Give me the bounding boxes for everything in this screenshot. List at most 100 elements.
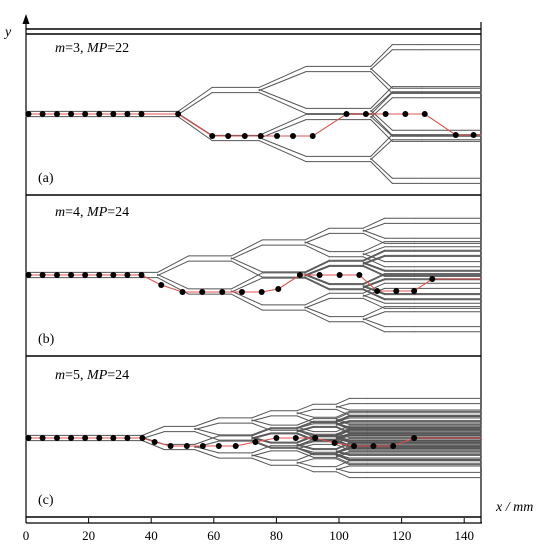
lattice-waveguide <box>335 414 350 422</box>
lattice-waveguide <box>335 447 350 455</box>
panel-a-params: m=3, MP=22 <box>55 41 129 56</box>
sample-point <box>241 133 248 139</box>
lattice-waveguide <box>258 92 307 115</box>
lattice-waveguide <box>335 468 350 473</box>
lattice-waveguide <box>296 447 315 453</box>
lattice-waveguide <box>362 249 386 261</box>
lattice-b <box>25 217 482 333</box>
lattice-waveguide <box>335 458 350 466</box>
lattice-waveguide <box>304 276 330 290</box>
lattice-waveguide <box>335 445 350 453</box>
sample-point <box>257 133 264 139</box>
x-tick-label: 80 <box>270 528 283 543</box>
lattice-waveguide <box>251 410 272 419</box>
sample-point <box>179 289 186 295</box>
lattice-waveguide <box>362 306 386 318</box>
sample-point <box>238 289 245 295</box>
lattice-waveguide <box>362 264 386 276</box>
sample-point <box>199 443 206 449</box>
sample-point <box>402 111 409 117</box>
lattice-waveguide <box>362 318 386 328</box>
lattice-waveguide <box>296 435 315 443</box>
lattice-waveguide <box>251 432 272 439</box>
lattice-waveguide <box>251 428 272 437</box>
sample-point <box>390 443 397 449</box>
lattice-waveguide <box>251 454 272 461</box>
lattice-waveguide <box>194 431 220 441</box>
lattice-waveguide <box>258 113 307 136</box>
lattice-waveguide <box>304 297 330 309</box>
sample-point <box>411 435 418 441</box>
sample-point <box>362 111 369 117</box>
x-tick-label: 120 <box>392 528 412 543</box>
lattice-waveguide <box>296 430 315 436</box>
lattice-waveguide <box>304 264 330 276</box>
lattice-waveguide <box>370 86 393 109</box>
lattice-waveguide <box>362 222 386 232</box>
lattice-waveguide <box>362 250 386 262</box>
lattice-waveguide <box>335 442 350 450</box>
sample-point <box>219 289 226 295</box>
sample-point <box>274 133 281 139</box>
sample-point <box>53 272 60 278</box>
lattice-waveguide <box>141 440 165 451</box>
lattice-waveguide <box>370 67 393 89</box>
x-tick-label: 40 <box>145 528 158 543</box>
sample-point <box>110 272 117 278</box>
sample-point <box>421 111 428 117</box>
lattice-waveguide <box>194 445 220 454</box>
lattice-waveguide <box>304 265 330 277</box>
lattice-waveguide <box>258 65 307 88</box>
x-tick-label: 100 <box>329 528 349 543</box>
lattice-waveguide <box>296 412 315 418</box>
lattice-waveguide <box>296 447 315 456</box>
lattice-waveguide <box>194 449 220 459</box>
lattice-waveguide <box>230 290 263 306</box>
sample-point <box>382 111 389 117</box>
lattice-waveguide <box>156 255 190 273</box>
sample-point <box>53 111 60 117</box>
sample-point <box>209 133 216 139</box>
lattice-waveguide <box>296 453 315 461</box>
sample-point <box>68 111 75 117</box>
sample-point <box>225 133 232 139</box>
sample-point <box>370 443 377 449</box>
sample-point <box>331 440 338 446</box>
lattice-waveguide <box>362 265 386 277</box>
lattice-waveguide <box>362 232 386 244</box>
sample-point <box>252 439 259 445</box>
lattice-waveguide <box>335 428 350 436</box>
sample-point <box>96 272 103 278</box>
sample-point <box>183 443 190 449</box>
lattice-waveguide <box>296 438 315 447</box>
sample-point <box>215 443 222 449</box>
lattice-waveguide <box>335 430 350 438</box>
lattice-waveguide <box>362 321 386 333</box>
lattice-waveguide <box>296 444 315 451</box>
sample-point <box>158 282 165 288</box>
lattice-waveguide <box>335 427 350 435</box>
lattice-waveguide <box>194 417 220 427</box>
sample-point <box>232 443 239 449</box>
lattice-waveguide <box>304 260 330 274</box>
lattice-waveguide <box>362 217 386 229</box>
lattice-waveguide <box>258 136 307 157</box>
x-axis-label: x / mm <box>495 500 533 515</box>
lattice-waveguide <box>156 260 190 277</box>
x-tick-label: 140 <box>454 528 474 543</box>
sample-point <box>96 435 103 441</box>
sample-point <box>273 435 280 441</box>
lattice-waveguide <box>362 286 386 296</box>
lattice-waveguide <box>362 288 386 300</box>
lattice-waveguide <box>296 464 315 473</box>
lattice-c <box>25 397 482 479</box>
lattice-waveguide <box>251 415 272 422</box>
sample-point <box>39 435 46 441</box>
sample-point <box>139 435 146 441</box>
lattice-a <box>25 44 482 184</box>
lattice-waveguide <box>304 309 330 323</box>
y-axis-label: y <box>3 25 12 40</box>
dots-a <box>25 111 477 139</box>
lattice-waveguide <box>370 97 393 119</box>
